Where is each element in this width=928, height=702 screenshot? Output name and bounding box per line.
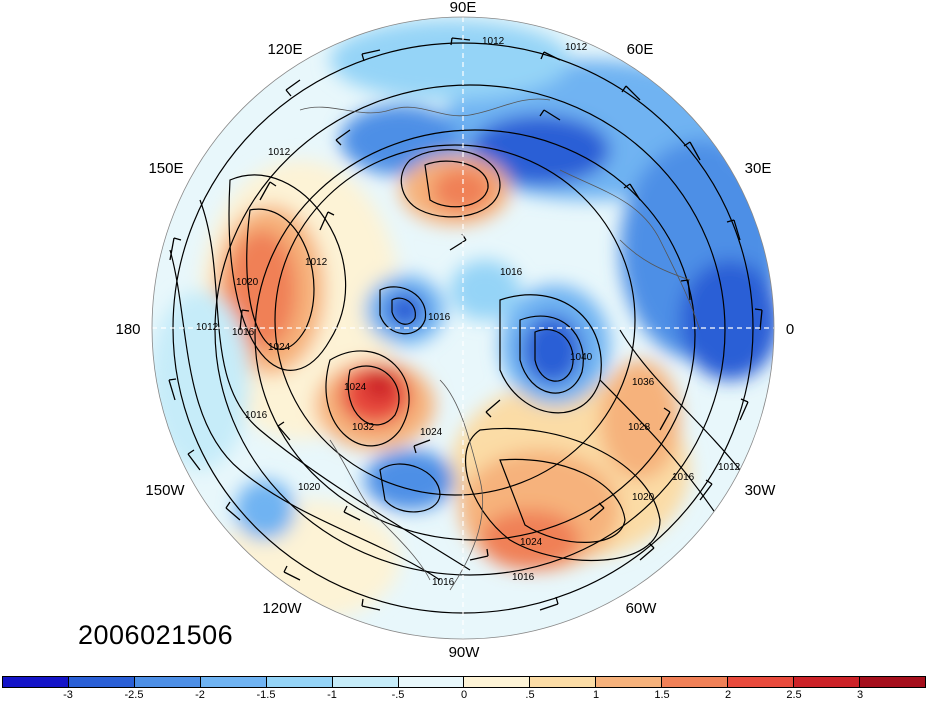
lon-label-30w: 30W [745, 482, 777, 499]
colorbar-segment [464, 677, 531, 687]
colorbar-tick-label: -3 [63, 689, 73, 701]
colorbar-segment [68, 677, 135, 687]
colorbar-tick-label: 0 [460, 689, 468, 701]
colorbar-tick-label: -1 [327, 689, 337, 701]
contour-label: 1032 [352, 422, 375, 433]
contour-label: 1012 [718, 462, 741, 473]
longitude-labels: 90E 60E 30E 0 30W 60W 90W 120W 150W 180 … [115, 0, 794, 661]
graticule [152, 17, 774, 639]
contour-label: 1016 [432, 577, 455, 588]
colorbar-tick-label: 2.5 [786, 689, 802, 701]
lon-label-120e: 120E [267, 41, 302, 58]
colorbar-tick-label: -2 [195, 689, 205, 701]
lon-label-180: 180 [115, 321, 140, 338]
colorbar-tick-label: -.5 [391, 689, 405, 701]
colorbar-segment [859, 677, 925, 687]
contour-label: 1016 [232, 327, 255, 338]
coastlines [299, 98, 701, 591]
colorbar-tick-label: 1 [592, 689, 600, 701]
contour-label: 1020 [298, 482, 321, 493]
contour-label: 1024 [520, 537, 543, 548]
contour-label: 1016 [428, 312, 451, 323]
colorbar-segment [728, 677, 795, 687]
colorbar-segment [596, 677, 663, 687]
colorbar-segment [3, 677, 69, 687]
colorbar-tick-label: -1.5 [256, 689, 276, 701]
contour-label: 1012 [196, 322, 219, 333]
contour-label: 1016 [512, 572, 535, 583]
contour-label: 1016 [500, 267, 523, 278]
contour-label: 1020 [236, 277, 259, 288]
lon-label-150w: 150W [145, 482, 185, 499]
contour-label: 1012 [305, 257, 328, 268]
lon-label-150e: 150E [148, 160, 183, 177]
colorbar-tick-label: 1.5 [654, 689, 670, 701]
lon-label-90w: 90W [449, 644, 481, 661]
colorbar-tick-label: -2.5 [124, 689, 144, 701]
lon-label-60w: 60W [626, 600, 658, 617]
colorbar-segment [794, 677, 860, 687]
map-border [151, 16, 775, 640]
colorbar-tick-label: .5 [525, 689, 535, 701]
contour-value-labels: 1012 1012 1012 1012 1016 1020 1024 1012 … [196, 36, 741, 588]
contour-label: 1024 [420, 427, 443, 438]
contour-label: 1036 [632, 377, 655, 388]
colorbar-segment [398, 677, 465, 687]
colorbar-segment [134, 677, 201, 687]
colorbar-segment [200, 677, 267, 687]
contour-label: 1028 [628, 422, 651, 433]
lon-label-60e: 60E [627, 41, 654, 58]
contour-label: 1040 [570, 352, 593, 363]
lon-label-120w: 120W [262, 600, 302, 617]
colorbar-segment [266, 677, 333, 687]
contour-label: 1012 [565, 42, 588, 53]
colorbar-segment [662, 677, 729, 687]
colorbar [2, 676, 926, 688]
colorbar-tick-label: 3 [856, 689, 864, 701]
contour-label: 1016 [672, 472, 695, 483]
lon-label-0: 0 [786, 321, 794, 338]
contour-label: 1024 [344, 382, 367, 393]
contour-label: 1020 [632, 492, 655, 503]
contour-label: 1016 [245, 410, 268, 421]
timestamp-label: 2006021506 [78, 620, 234, 650]
contour-label: 1024 [268, 342, 291, 353]
lon-label-90e: 90E [450, 0, 477, 16]
lon-label-30e: 30E [745, 160, 772, 177]
colorbar-segment [332, 677, 399, 687]
contour-label: 1012 [482, 36, 505, 47]
colorbar-tick-label: 2 [724, 689, 732, 701]
contour-label: 1012 [268, 147, 291, 158]
colorbar-segment [530, 677, 597, 687]
anomaly-field [152, 17, 774, 639]
